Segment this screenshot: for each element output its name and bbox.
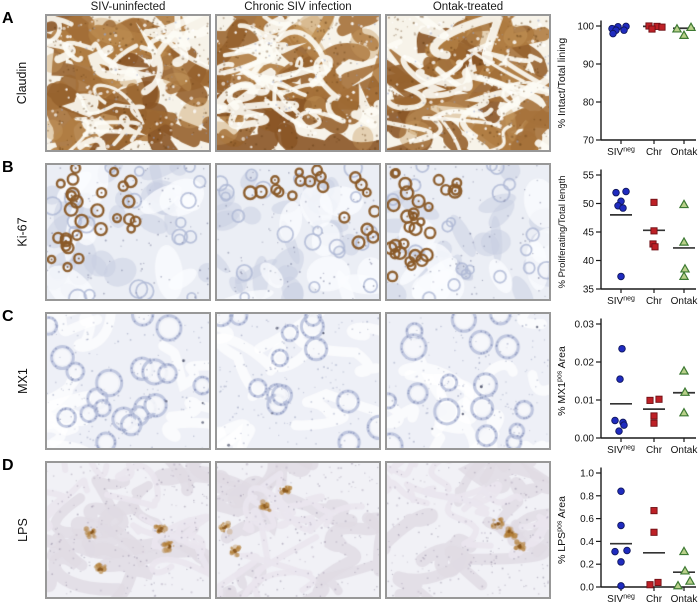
histology-canvas <box>47 16 209 150</box>
svg-text:0.4: 0.4 <box>580 537 594 548</box>
row-ki67: B Ki-67 35 40 45 50 55 SIVneg Chr Ontak % Prolif… <box>0 159 700 312</box>
histology-canvas <box>47 463 209 597</box>
svg-text:70: 70 <box>583 136 595 147</box>
svg-text:100: 100 <box>577 22 594 33</box>
row-gutter-d: D LPS <box>0 457 45 610</box>
panel-letter-a: A <box>2 10 14 27</box>
svg-text:55: 55 <box>583 171 595 182</box>
svg-text:0.8: 0.8 <box>580 491 594 502</box>
histology-image-lps <box>215 461 381 599</box>
histology-image-claudin <box>215 14 381 152</box>
svg-text:0.6: 0.6 <box>580 514 594 525</box>
histology-image-mx1 <box>215 312 381 450</box>
row-gutter-c: C MX1 <box>0 308 45 461</box>
plot-cell-d: 0.0 0.2 0.4 0.6 0.8 1.0 SIVneg Chr Ontak % LPSpos… <box>555 461 700 610</box>
histology-image-mx1 <box>45 312 211 450</box>
histology-canvas <box>47 314 209 448</box>
svg-text:SIVneg: SIVneg <box>607 445 635 457</box>
histology-canvas <box>47 165 209 299</box>
plot-cell-c: 0.00 0.01 0.02 0.03 SIVneg Chr Ontak % MX1pos A… <box>555 312 700 461</box>
scatter-plot-mx1-area: 0.00 0.01 0.02 0.03 SIVneg Chr Ontak % MX1pos A… <box>556 318 699 457</box>
svg-text:SIVneg: SIVneg <box>607 594 635 606</box>
plot-cell-a: 70 80 90 100 SIVneg Chr Ontak % Intact/Total li… <box>555 14 700 163</box>
stain-label-lps: LPS <box>15 518 30 542</box>
histology-canvas <box>387 463 549 597</box>
svg-text:Chr: Chr <box>646 594 663 605</box>
histology-image-lps <box>385 461 551 599</box>
column-title-siv-uninfected: SIV-uninfected <box>90 1 166 13</box>
column-title-chronic-siv: Chronic SIV infection <box>244 1 352 13</box>
histology-image-claudin <box>45 14 211 152</box>
svg-text:45: 45 <box>583 228 595 239</box>
column-title-ontak-treated: Ontak-treated <box>432 1 504 13</box>
svg-text:SIVneg: SIVneg <box>607 296 635 308</box>
histology-image-claudin <box>385 14 551 152</box>
svg-text:% Intact/Total lining: % Intact/Total lining <box>556 38 568 129</box>
panel-letter-c: C <box>2 308 14 325</box>
stain-label-mx1: MX1 <box>15 368 30 394</box>
svg-text:0.03: 0.03 <box>575 320 595 331</box>
histology-image-ki67 <box>215 163 381 301</box>
svg-text:Ontak: Ontak <box>671 147 699 158</box>
row-lps: D LPS 0.0 0.2 0.4 0.6 0.8 1.0 SIVneg Chr Ontak % … <box>0 457 700 610</box>
panel-letter-d: D <box>2 457 14 474</box>
histology-canvas <box>217 463 379 597</box>
panel-letter-b: B <box>2 159 14 176</box>
svg-text:Ontak: Ontak <box>671 594 699 605</box>
svg-text:0.02: 0.02 <box>575 358 595 369</box>
histology-image-mx1 <box>385 312 551 450</box>
histology-panels-ki67 <box>45 163 555 312</box>
stain-label-ki67: Ki-67 <box>15 217 30 247</box>
svg-text:35: 35 <box>583 285 595 296</box>
histology-canvas <box>387 165 549 299</box>
svg-text:Chr: Chr <box>646 147 663 158</box>
svg-text:% Proliferating/Total length: % Proliferating/Total length <box>557 175 568 288</box>
svg-text:40: 40 <box>583 256 595 267</box>
histology-canvas <box>217 16 379 150</box>
column-headers: SIV-uninfected Chronic SIV infection Ont… <box>0 0 700 14</box>
svg-text:50: 50 <box>583 199 595 210</box>
svg-text:% MX1pos Area: % MX1pos Area <box>556 346 568 416</box>
histology-image-ki67 <box>45 163 211 301</box>
scatter-plot-intact-lining: 70 80 90 100 SIVneg Chr Ontak % Intact/Total li… <box>556 20 699 159</box>
svg-text:Ontak: Ontak <box>671 445 699 456</box>
histology-panels-mx1 <box>45 312 555 461</box>
svg-text:Chr: Chr <box>646 445 663 456</box>
histology-canvas <box>217 314 379 448</box>
row-gutter-a: A Claudin <box>0 10 45 163</box>
row-claudin: A Claudin 70 80 90 100 SIVneg Chr Ontak % Intac… <box>0 10 700 163</box>
histology-image-ki67 <box>385 163 551 301</box>
svg-text:0.2: 0.2 <box>580 560 594 571</box>
svg-text:80: 80 <box>583 98 595 109</box>
svg-text:90: 90 <box>583 60 595 71</box>
svg-text:0.0: 0.0 <box>580 583 594 594</box>
histology-canvas <box>217 165 379 299</box>
histology-panels-lps <box>45 461 555 610</box>
histology-panels-claudin <box>45 14 555 163</box>
scatter-plot-lps-area: 0.0 0.2 0.4 0.6 0.8 1.0 SIVneg Chr Ontak % LPSpos… <box>556 467 699 606</box>
histology-image-lps <box>45 461 211 599</box>
svg-text:Chr: Chr <box>646 296 663 307</box>
svg-text:% LPSpos Area: % LPSpos Area <box>556 496 568 564</box>
svg-text:0.00: 0.00 <box>575 434 595 445</box>
row-gutter-b: B Ki-67 <box>0 159 45 312</box>
svg-text:0.01: 0.01 <box>575 396 595 407</box>
plot-cell-b: 35 40 45 50 55 SIVneg Chr Ontak % Proliferating/… <box>555 163 700 312</box>
svg-text:Ontak: Ontak <box>671 296 699 307</box>
histology-canvas <box>387 16 549 150</box>
scatter-plot-proliferating: 35 40 45 50 55 SIVneg Chr Ontak % Proliferating/… <box>557 169 699 308</box>
row-mx1: C MX1 0.00 0.01 0.02 0.03 SIVneg Chr Ontak % MX… <box>0 308 700 461</box>
svg-text:SIVneg: SIVneg <box>607 147 635 159</box>
svg-text:1.0: 1.0 <box>580 469 594 480</box>
stain-label-claudin: Claudin <box>15 61 30 105</box>
histology-canvas <box>387 314 549 448</box>
